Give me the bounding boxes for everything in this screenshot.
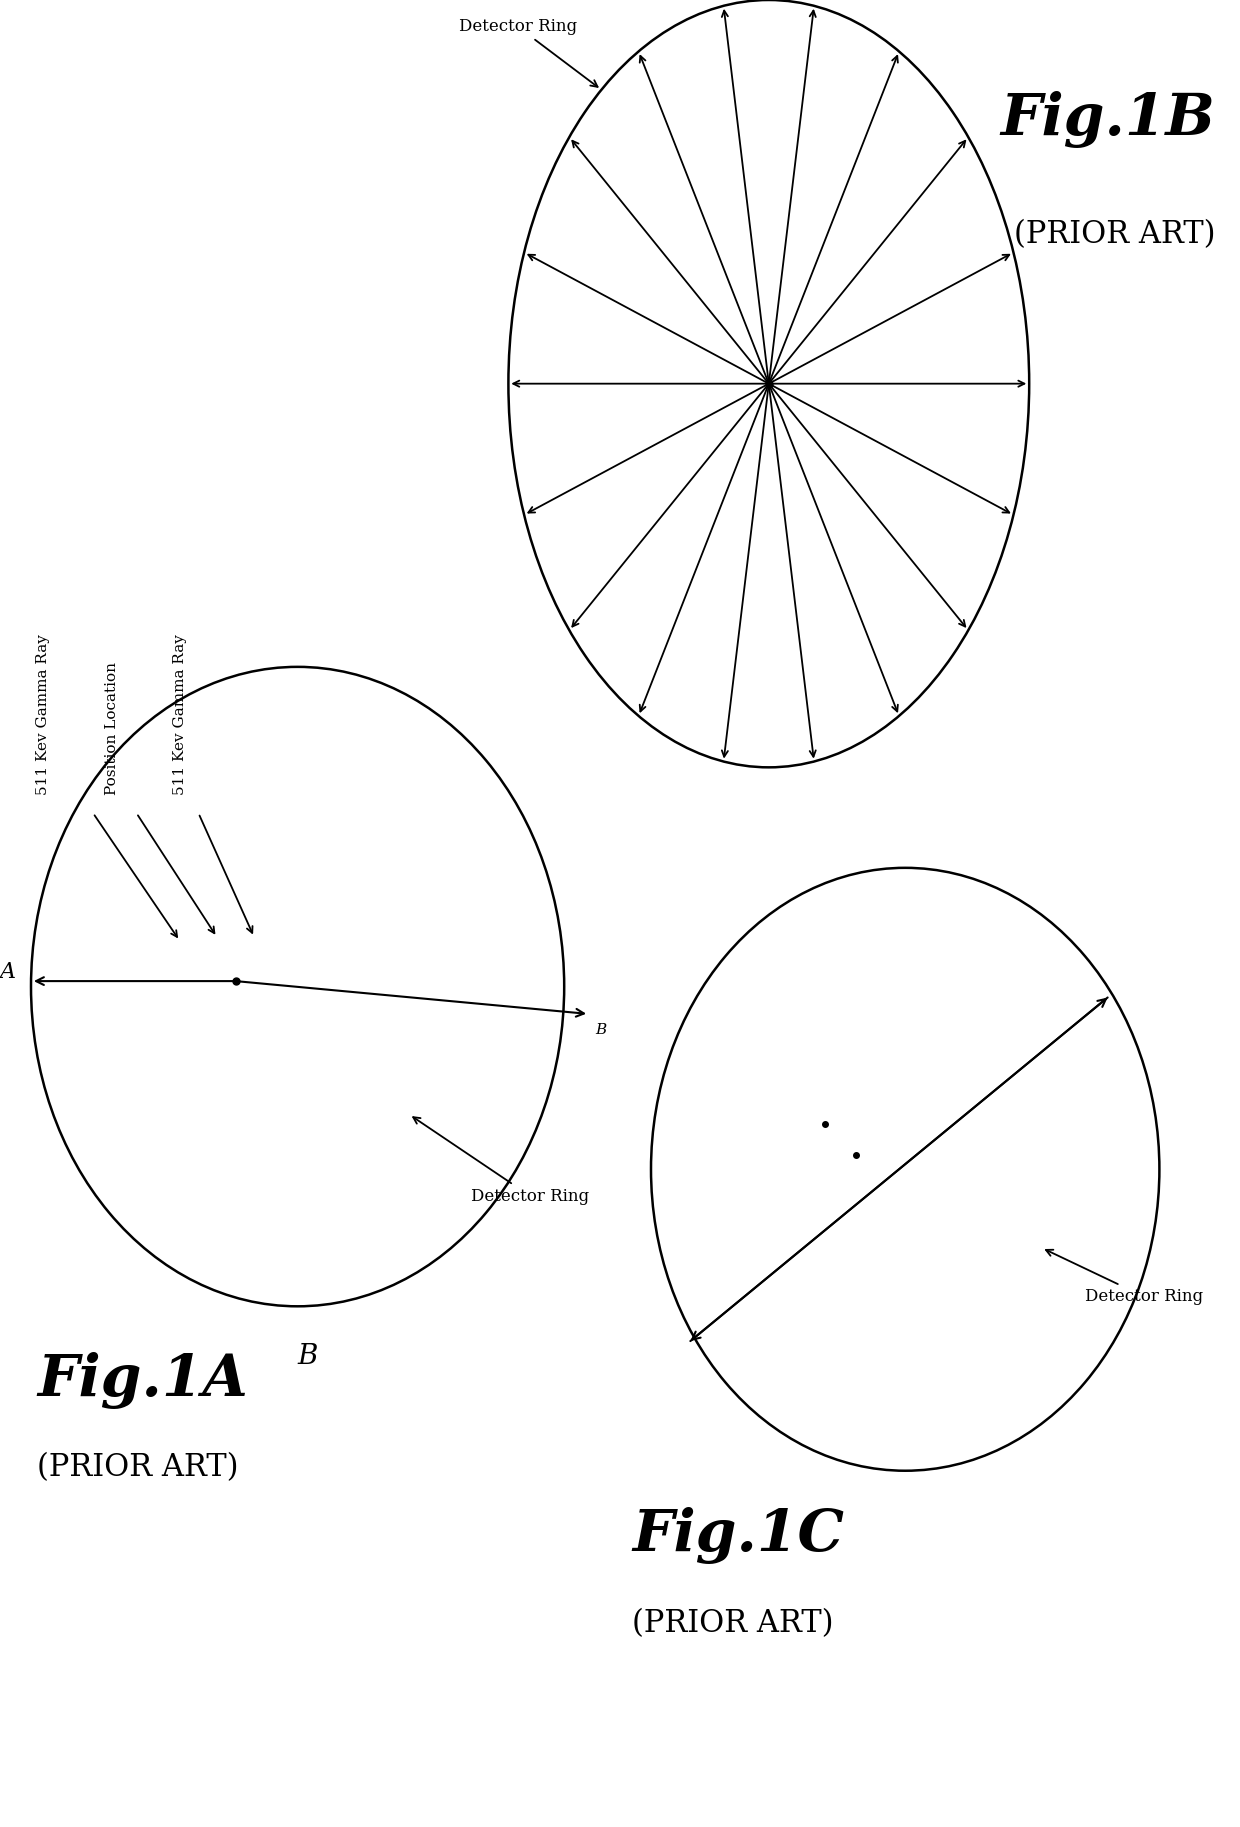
Text: 511 Kev Gamma Ray: 511 Kev Gamma Ray	[36, 634, 51, 795]
Text: Detector Ring: Detector Ring	[459, 18, 598, 88]
Text: B: B	[595, 1023, 606, 1038]
Text: (PRIOR ART): (PRIOR ART)	[37, 1452, 238, 1484]
Text: Detector Ring: Detector Ring	[1045, 1250, 1203, 1304]
Text: A: A	[0, 961, 16, 983]
Text: Fig.1C: Fig.1C	[632, 1507, 844, 1564]
Text: (PRIOR ART): (PRIOR ART)	[632, 1608, 833, 1639]
Text: Detector Ring: Detector Ring	[413, 1116, 589, 1204]
Text: Position Location: Position Location	[104, 661, 119, 795]
Text: Fig.1A: Fig.1A	[37, 1352, 248, 1409]
Text: 511 Kev Gamma Ray: 511 Kev Gamma Ray	[172, 634, 187, 795]
Text: B: B	[298, 1343, 317, 1370]
Text: Fig.1B: Fig.1B	[1001, 91, 1215, 148]
Text: (PRIOR ART): (PRIOR ART)	[1014, 219, 1215, 250]
